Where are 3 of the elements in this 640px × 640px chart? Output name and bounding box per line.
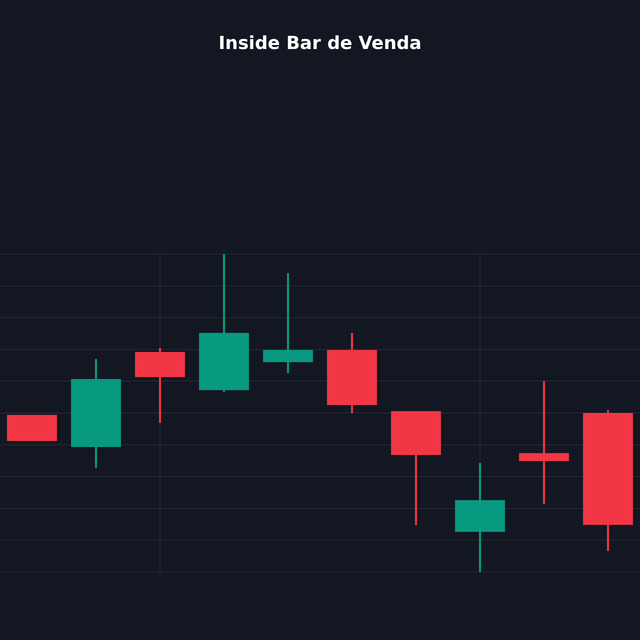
chart-title: Inside Bar de Venda: [217, 33, 423, 54]
candlestick: [263, 272, 313, 374]
candlestick: [519, 380, 569, 505]
